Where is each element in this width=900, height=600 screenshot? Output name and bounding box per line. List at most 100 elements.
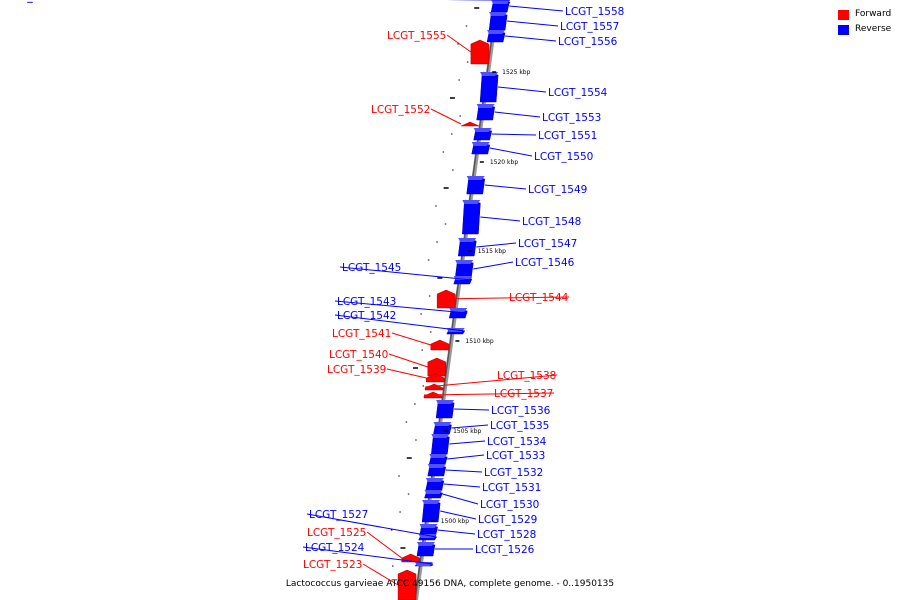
callout-line (489, 147, 533, 157)
legend-label-forward: Forward (855, 9, 892, 19)
callout-line (430, 108, 462, 125)
legend-item-forward: Forward (838, 9, 900, 24)
gene-block-bevel (473, 128, 492, 132)
gene-label[interactable]: LCGT_1550 (534, 151, 593, 163)
gene-label[interactable]: LCGT_1554 (548, 87, 608, 99)
callout-line (445, 469, 483, 473)
gene-label[interactable]: LCGT_1537 (494, 388, 553, 400)
gene-label[interactable]: LCGT_1542 (337, 310, 396, 322)
callout-line (449, 440, 486, 445)
gene-block-bevel (424, 490, 443, 494)
gene-block-bevel (489, 12, 508, 16)
map-caption: Lactococcus garvieae ATCC 49156 DNA, com… (285, 579, 615, 589)
gene-block-bevel (425, 478, 444, 482)
gene-label[interactable]: LCGT_1539 (327, 364, 386, 376)
gene-label[interactable]: LCGT_1546 (515, 257, 575, 269)
callout-line (334, 300, 468, 314)
gene-block-bevel (449, 308, 468, 312)
gene-label[interactable]: LCGT_1524 (305, 542, 365, 554)
gene-label[interactable]: LCGT_1553 (542, 112, 601, 124)
callout-line (424, 392, 555, 396)
gene-label[interactable]: LCGT_1555 (387, 30, 446, 42)
callout-line (505, 35, 557, 42)
callout-line (425, 374, 558, 388)
callout-line (442, 493, 479, 505)
gene-label[interactable]: LCGT_1558 (565, 6, 624, 18)
gene-block-reverse[interactable] (479, 71, 499, 103)
gene-block-bevel (487, 30, 506, 34)
gene-label[interactable]: LCGT_1543 (337, 296, 396, 308)
gene-block-forward[interactable] (424, 383, 444, 391)
callout-line (484, 184, 527, 190)
gene-label[interactable]: LCGT_1523 (303, 559, 362, 571)
scale-labels: 1525 kbp 1520 kbp 1515 kbp 1510 kbp 1505 kbp… (430, 69, 531, 525)
legend-label-reverse: Reverse (855, 24, 892, 34)
gene-label[interactable]: LCGT_1529 (478, 514, 537, 526)
legend-item-reverse: Reverse (838, 24, 900, 39)
gene-label[interactable]: LCGT_1532 (484, 467, 543, 479)
callout-line (391, 332, 431, 346)
gene-label[interactable]: LCGT_1545 (342, 262, 401, 274)
gene-label[interactable]: LCGT_1551 (538, 130, 597, 142)
gene-label[interactable]: LCGT_1531 (482, 482, 541, 494)
scale-label: 1525 kbp (502, 69, 530, 76)
scale-label: 1510 kbp (465, 338, 493, 345)
callout-line (440, 510, 477, 520)
gene-block-forward[interactable] (430, 339, 450, 351)
legend: Forward Reverse (838, 9, 900, 39)
gene-label[interactable]: LCGT_1538 (497, 370, 556, 382)
gene-label[interactable]: LCGT_1525 (307, 527, 366, 539)
gene-block-forward[interactable] (460, 121, 480, 127)
gene-block-bevel (419, 524, 438, 528)
gene-block-forward[interactable] (401, 553, 420, 563)
gene-label[interactable]: LCGT_1548 (522, 216, 581, 228)
gene-label[interactable]: LCGT_1533 (486, 450, 545, 462)
gene-block-bevel (427, 464, 446, 468)
gene-label[interactable]: LCGT_1557 (560, 21, 619, 33)
gene-label[interactable]: LCGT_1534 (487, 436, 547, 448)
gene-block-forward[interactable] (470, 39, 490, 65)
gene-label[interactable]: LCGT_1522 (0, 0, 59, 3)
gene-label[interactable]: LCGT_1541 (332, 328, 391, 340)
callout-line (366, 531, 403, 559)
gene-label[interactable]: LCGT_1549 (528, 184, 587, 196)
forward-swatch (838, 10, 849, 20)
callout-line (498, 86, 547, 93)
gene-label[interactable]: LCGT_1526 (475, 544, 535, 556)
scale-label: 1515 kbp (478, 248, 506, 255)
callout-line (386, 368, 427, 379)
gene-label[interactable]: LCGT_1540 (329, 349, 388, 361)
gene-block-bevel (480, 72, 499, 76)
gene-label[interactable]: LCGT_1536 (491, 405, 551, 417)
gene-block-bevel (433, 422, 452, 426)
gene-block-bevel (471, 142, 490, 146)
gene-block-reverse[interactable] (462, 199, 481, 235)
gene-label[interactable]: LCGT_1527 (309, 509, 368, 521)
gene-block-bevel (436, 400, 455, 404)
gene-block-bevel (429, 454, 448, 458)
gene-label[interactable]: LCGT_1528 (477, 529, 536, 541)
gene-label[interactable]: LCGT_1530 (480, 499, 539, 511)
callout-line (362, 563, 399, 586)
gene-label[interactable]: LCGT_1552 (371, 104, 430, 116)
gene-label[interactable]: LCGT_1544 (509, 292, 569, 304)
gene-label[interactable]: LCGT_1535 (490, 420, 549, 432)
scale-label: 1500 kbp (441, 518, 469, 525)
scale-label: 1505 kbp (453, 428, 481, 435)
gene-label[interactable]: LCGT_1547 (518, 238, 577, 250)
callout-line (473, 261, 514, 270)
gene-block-bevel (466, 176, 485, 180)
callout-line (454, 408, 490, 411)
minor-ticks (390, 7, 480, 567)
callout-line (339, 266, 472, 281)
gene-block-forward[interactable] (397, 569, 417, 600)
callout-line (302, 546, 433, 565)
gene-block-forward[interactable] (426, 373, 445, 383)
callout-line (451, 424, 489, 429)
callout-line (476, 242, 517, 248)
callout-line (494, 111, 541, 118)
gene-label[interactable]: LCGT_1521 (0, 0, 59, 3)
gene-block-forward[interactable] (427, 357, 447, 377)
gene-label[interactable]: LCGT_1556 (558, 36, 618, 48)
callout-line (437, 296, 570, 300)
